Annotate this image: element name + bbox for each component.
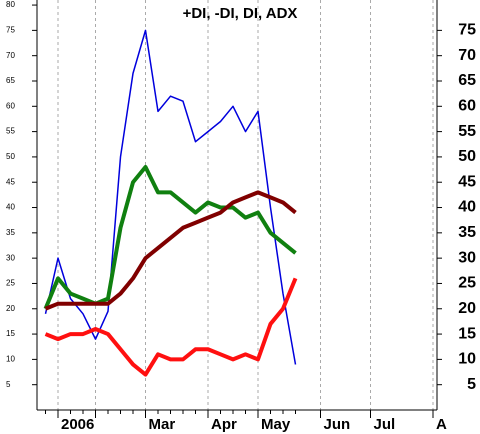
y-tick-label: 75 (6, 25, 15, 34)
y2-tick-label: 30 (458, 249, 476, 266)
y-tick-label: 20 (6, 304, 15, 313)
y-tick-label: 5 (6, 380, 11, 389)
x-tick-label: Apr (211, 416, 237, 433)
y-tick-label: 25 (6, 279, 15, 288)
y2-tick-label: 5 (467, 376, 476, 393)
x-tick-label: 2006 (61, 416, 94, 433)
y-tick-label: 60 (6, 101, 15, 110)
y-tick-label: 40 (6, 203, 15, 212)
x-tick-label: May (261, 416, 291, 433)
y2-tick-label: 65 (458, 72, 476, 89)
series-line (44, 190, 297, 311)
y-tick-label: 70 (6, 51, 15, 60)
y-tick-label: 80 (6, 0, 15, 9)
y-tick-label: 35 (6, 228, 15, 237)
y-tick-label: 30 (6, 253, 15, 262)
x-tick-label: Jun (324, 416, 351, 433)
y2-tick-label: 50 (458, 148, 476, 165)
y2-tick-label: 75 (458, 22, 476, 39)
x-tick-label: Mar (149, 416, 176, 433)
series-line (43, 165, 297, 310)
y2-tick-label: 10 (458, 351, 476, 368)
y-tick-label: 15 (6, 329, 15, 338)
y2-tick-label: 55 (458, 123, 476, 140)
y2-tick-label: 15 (458, 325, 476, 342)
chart-title: +DI, -DI, DI, ADX (183, 5, 298, 22)
x-tick-label: A (436, 416, 447, 433)
y-tick-label: 45 (6, 177, 15, 186)
x-tick-label: Jul (374, 416, 396, 433)
y2-tick-label: 40 (458, 199, 476, 216)
y-tick-label: 55 (6, 127, 15, 136)
y-tick-label: 65 (6, 76, 15, 85)
series-line (44, 277, 298, 377)
series-line (44, 29, 297, 365)
y2-tick-label: 35 (458, 224, 476, 241)
plot-area (43, 29, 298, 377)
y2-tick-label: 60 (458, 98, 476, 115)
y2-tick-label: 20 (458, 300, 476, 317)
y2-tick-label: 70 (458, 47, 476, 64)
y-tick-label: 50 (6, 152, 15, 161)
y2-tick-label: 45 (458, 173, 476, 190)
y-tick-label: 10 (6, 354, 15, 363)
y2-tick-label: 25 (458, 275, 476, 292)
